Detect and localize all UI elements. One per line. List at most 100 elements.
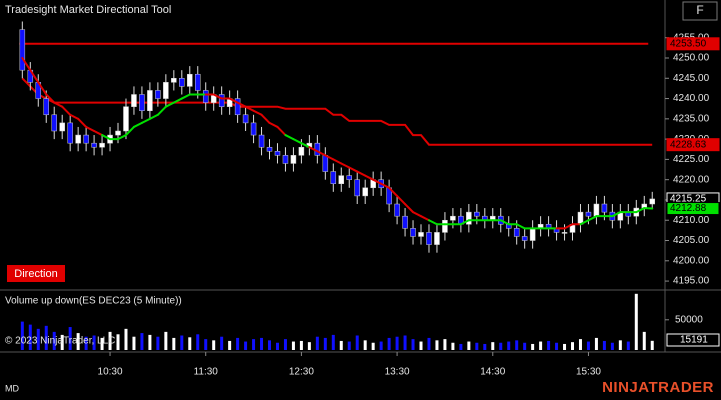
candle-body xyxy=(187,73,193,87)
volume-bar xyxy=(523,342,527,350)
candle-body xyxy=(115,130,121,136)
stop-line xyxy=(21,77,653,146)
ma-segment xyxy=(164,101,175,108)
volume-bar xyxy=(578,339,582,350)
candle-body xyxy=(649,198,655,205)
volume-bar xyxy=(196,334,200,350)
volume-bar xyxy=(20,321,24,350)
volume-bar xyxy=(626,341,630,350)
candle-body xyxy=(354,179,360,197)
volume-bar xyxy=(188,337,192,350)
volume-bar xyxy=(283,339,287,350)
volume-bar xyxy=(419,341,423,350)
volume-bar xyxy=(307,342,311,350)
volume-bar xyxy=(347,341,351,350)
ma-segment xyxy=(244,105,255,112)
volume-bar xyxy=(148,334,152,350)
candle-body xyxy=(99,142,105,148)
volume-bar xyxy=(244,341,248,350)
candle-body xyxy=(561,232,568,234)
volume-bar xyxy=(483,343,487,350)
ma-segment xyxy=(388,186,399,197)
candle-body xyxy=(474,211,480,217)
ma-segment xyxy=(427,219,438,226)
f-button[interactable]: F xyxy=(696,3,703,17)
volume-bar xyxy=(236,337,240,350)
logo: NINJATRADER xyxy=(602,379,714,396)
candle-body xyxy=(298,146,305,156)
ma-segment xyxy=(364,174,375,181)
candle-body xyxy=(139,94,145,111)
volume-bar xyxy=(220,336,224,350)
ma-segment xyxy=(404,203,415,214)
volume-bar xyxy=(371,342,375,350)
stop-marker-box xyxy=(666,138,720,152)
volume-bar xyxy=(315,336,319,350)
volume-bar xyxy=(100,337,104,350)
ma-segment xyxy=(124,125,135,137)
candle-body xyxy=(155,90,161,99)
volume-tick-label: 50000 xyxy=(675,314,703,325)
ma-segment xyxy=(260,113,271,124)
ma-segment xyxy=(587,215,598,222)
ma-segment xyxy=(276,125,287,137)
ma-segment xyxy=(29,69,40,84)
volume-bar xyxy=(132,336,136,350)
x-tick-label: 10:30 xyxy=(98,367,123,378)
volume-bar xyxy=(116,334,120,350)
ma-segment xyxy=(324,154,335,161)
level-marker-box xyxy=(666,37,720,51)
ma-segment xyxy=(348,166,359,173)
volume-marker-box xyxy=(666,333,720,347)
volume-bar xyxy=(204,339,208,350)
volume-bar xyxy=(403,335,407,350)
candle-body xyxy=(282,155,289,164)
volume-bar xyxy=(268,340,272,350)
x-tick-label: 14:30 xyxy=(480,367,505,378)
candle-body xyxy=(194,73,201,91)
volume-bar xyxy=(547,340,551,350)
volume-bar xyxy=(275,342,279,350)
button-frame[interactable] xyxy=(682,1,718,21)
volume-bar xyxy=(331,334,335,350)
candle-body xyxy=(426,232,432,245)
candle-body xyxy=(274,151,281,156)
volume-bar xyxy=(602,340,606,350)
candle-body xyxy=(466,211,472,225)
candle-body xyxy=(202,90,209,103)
volume-bar xyxy=(395,336,399,350)
ma-segment xyxy=(156,105,167,116)
volume-bar xyxy=(228,340,232,350)
ma-segment xyxy=(148,113,159,120)
candle-body xyxy=(171,78,177,83)
volume-bar xyxy=(491,342,495,350)
volume-bar xyxy=(212,340,216,350)
candle-body xyxy=(179,78,185,87)
volume-bar xyxy=(339,340,343,350)
ma-segment xyxy=(284,134,295,141)
y-tick-label: 4205.00 xyxy=(673,235,710,246)
volume-bar xyxy=(92,335,96,350)
y-tick-label: 4235.00 xyxy=(673,113,710,124)
ma-segment xyxy=(372,178,383,185)
candle-body xyxy=(585,211,592,217)
volume-bar xyxy=(363,340,367,350)
ma-segment xyxy=(563,223,574,230)
candle-body xyxy=(322,155,329,172)
volume-bar xyxy=(124,328,128,350)
candle-body xyxy=(242,114,249,124)
ma-segment xyxy=(37,81,48,96)
volume-bar xyxy=(594,337,598,350)
candle-body xyxy=(521,236,528,241)
ma-segment xyxy=(53,101,64,108)
y-tick-label: 4225.00 xyxy=(673,154,710,165)
volume-bar xyxy=(36,328,40,350)
level-marker-label: 4253.50 xyxy=(670,38,707,49)
volume-bar xyxy=(140,333,144,350)
volume-bar xyxy=(499,342,503,350)
ma-segment xyxy=(21,57,32,72)
candle-body xyxy=(346,175,352,180)
volume-bar xyxy=(252,339,256,350)
volume-bar xyxy=(323,337,327,350)
